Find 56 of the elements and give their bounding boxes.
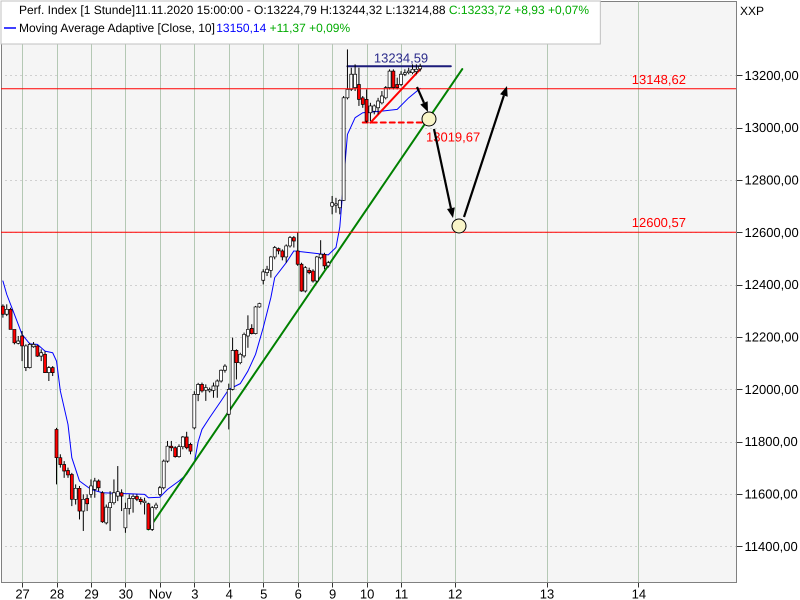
x-tick-label: 3 (191, 586, 198, 600)
ref-line-label: 12600,57 (632, 215, 686, 230)
x-tick-label: 9 (329, 586, 336, 600)
candlestick (280, 248, 284, 261)
x-tick-label: 4 (226, 586, 233, 600)
y-tick-label: 11800,00 (744, 434, 798, 450)
y-tick-label: 12200,00 (744, 330, 799, 345)
y-tick-label: 11400,00 (744, 538, 798, 554)
candlestick (28, 342, 32, 369)
x-tick-label: 10 (360, 586, 374, 600)
annotation: 13150,14 (216, 21, 267, 35)
candlestick (50, 366, 55, 377)
candlestick (212, 382, 216, 398)
candlestick (414, 64, 418, 75)
y-tick-label: 13000,00 (744, 120, 799, 136)
x-tick-label: 12 (448, 586, 462, 600)
annotation: 11.11.2020 15:00:00 - O:13224,79 H:13244,32 L:13214,88 (135, 3, 446, 17)
candlestick (261, 268, 266, 285)
candlestick (303, 266, 308, 294)
line-series (2, 88, 421, 498)
x-tick-label: 28 (50, 586, 64, 600)
y-tick-label: 11600,00 (744, 486, 798, 502)
legend-label: Moving Average Adaptive [Close, 10] (19, 21, 215, 35)
annotation: +11,37 +0,09% (270, 21, 350, 35)
y-tick-label: 12000,00 (744, 382, 799, 397)
ref-line-label: 13148,62 (632, 72, 686, 87)
y-tick-label: 13200,00 (744, 68, 799, 83)
annotation: 13234,59 (374, 50, 428, 66)
x-tick-label: 6 (294, 586, 302, 600)
candlestick (131, 494, 135, 514)
x-tick-label: 27 (15, 586, 30, 600)
candlestick (410, 64, 414, 75)
x-tick-label: Nov (148, 586, 172, 600)
candlestick (334, 197, 338, 214)
x-tick-label: 5 (260, 586, 268, 600)
candlestick (204, 384, 208, 402)
y-tick-label: 12800,00 (744, 172, 799, 188)
text: Perf. Index [1 Stunde] (19, 3, 136, 17)
candlestick (96, 478, 100, 492)
candlestick (1, 304, 5, 318)
annotation: C:13233,72 +8,93 +0,07% (448, 3, 590, 17)
y-tick-label: 12600,00 (744, 224, 799, 240)
x-tick-label: 14 (632, 586, 646, 600)
x-tick-label: 13 (540, 586, 554, 600)
x-tick-label: 30 (118, 586, 134, 600)
candlestick (150, 506, 154, 532)
candlestick (330, 195, 334, 215)
x-tick-label: 11 (394, 586, 408, 600)
candlestick (36, 344, 40, 358)
candlestick (368, 102, 372, 122)
candlestick (399, 70, 403, 87)
candlestick (89, 478, 93, 498)
x-tick-label: 29 (84, 586, 99, 600)
candlestick (92, 477, 97, 498)
y-tick-label: 12400,00 (744, 277, 799, 292)
text: XXP (740, 4, 764, 18)
